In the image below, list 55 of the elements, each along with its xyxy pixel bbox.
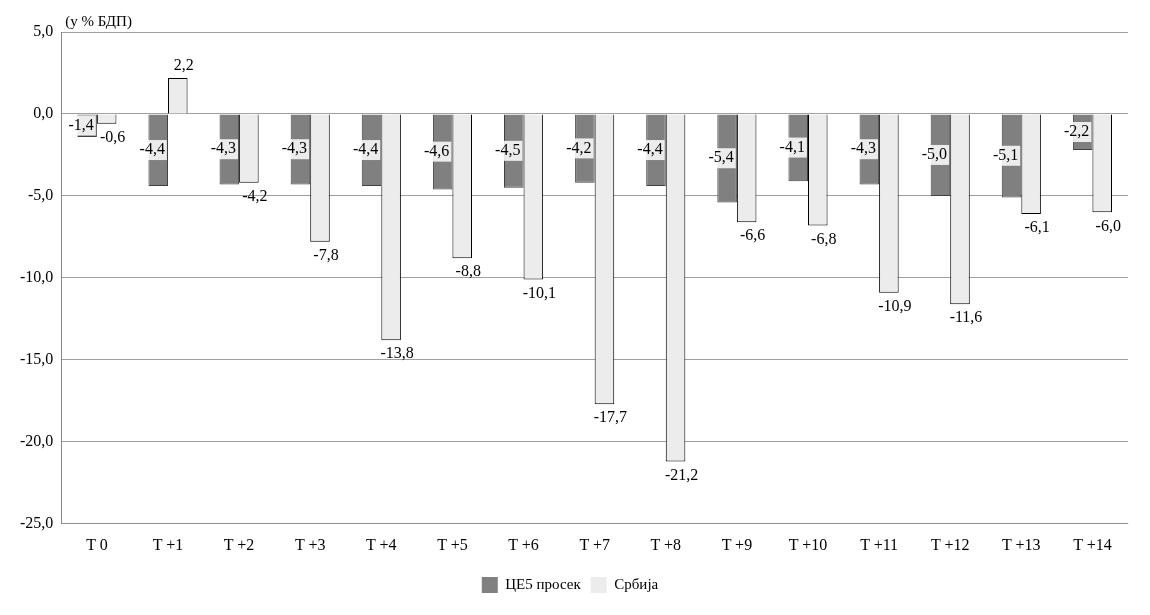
y-tick-label: -20,0 (20, 432, 54, 450)
data-label: -0,6 (100, 128, 126, 146)
data-label: -7,8 (313, 246, 339, 264)
x-tick-label: T +7 (579, 535, 610, 553)
x-tick-label: T +14 (1073, 535, 1112, 553)
data-label: -4,6 (424, 141, 450, 159)
x-tick-label: T +12 (930, 535, 970, 553)
x-tick-label: T +9 (721, 535, 753, 553)
x-tick-label: T 0 (86, 535, 108, 553)
data-label: -6,1 (1024, 218, 1050, 236)
data-label: -4,5 (495, 141, 521, 159)
data-label: -6,0 (1095, 216, 1121, 234)
data-label: -10,9 (878, 296, 912, 314)
y-axis-title: (у % БДП) (65, 12, 132, 30)
legend-label: ЦЕ5 просек (505, 575, 582, 592)
data-label: -10,1 (522, 283, 556, 301)
data-label: -5,0 (921, 145, 948, 163)
data-label: -2,2 (1064, 122, 1090, 140)
x-tick-label: T +6 (508, 535, 539, 553)
data-label: -17,7 (593, 408, 628, 426)
data-label: -4,4 (637, 140, 663, 158)
x-tick-label: T +1 (152, 535, 184, 553)
data-label: -4,3 (850, 139, 876, 157)
x-tick-label: T +8 (650, 535, 682, 553)
data-label: -4,3 (281, 139, 308, 157)
data-label: -6,8 (811, 229, 837, 247)
y-tick-label: -25,0 (20, 514, 54, 531)
data-label: -4,4 (352, 140, 379, 158)
data-label: -4,4 (139, 140, 165, 158)
x-tick-label: T +4 (366, 535, 397, 553)
legend-label: Србија (614, 575, 659, 592)
y-tick-label: -15,0 (20, 350, 54, 368)
x-tick-label: T +5 (437, 535, 468, 553)
data-label: -11,6 (949, 308, 983, 326)
data-label: -4,2 (566, 138, 592, 156)
x-tick-label: T +3 (294, 535, 326, 553)
data-label: -4,2 (242, 187, 268, 205)
x-tick-label: T +13 (1002, 535, 1041, 553)
x-tick-label: T +2 (223, 535, 255, 553)
y-tick-label: 5,0 (33, 22, 54, 40)
y-tick-label: -10,0 (20, 268, 54, 286)
data-label: -5,1 (992, 145, 1019, 163)
data-label: -4,3 (210, 139, 236, 157)
y-tick-label: 0,0 (33, 104, 54, 122)
data-label: 2,2 (173, 56, 194, 74)
data-label: -21,2 (664, 465, 699, 483)
data-label: -8,8 (455, 262, 481, 280)
data-label: -1,4 (68, 115, 94, 133)
y-tick-label: -5,0 (28, 186, 54, 204)
x-tick-label: T +10 (788, 535, 828, 553)
x-tick-label: T +11 (860, 535, 899, 553)
data-label: -13,8 (380, 344, 414, 362)
data-label: -4,1 (779, 137, 805, 155)
data-label: -6,6 (740, 226, 766, 244)
data-label: -5,4 (708, 148, 734, 166)
